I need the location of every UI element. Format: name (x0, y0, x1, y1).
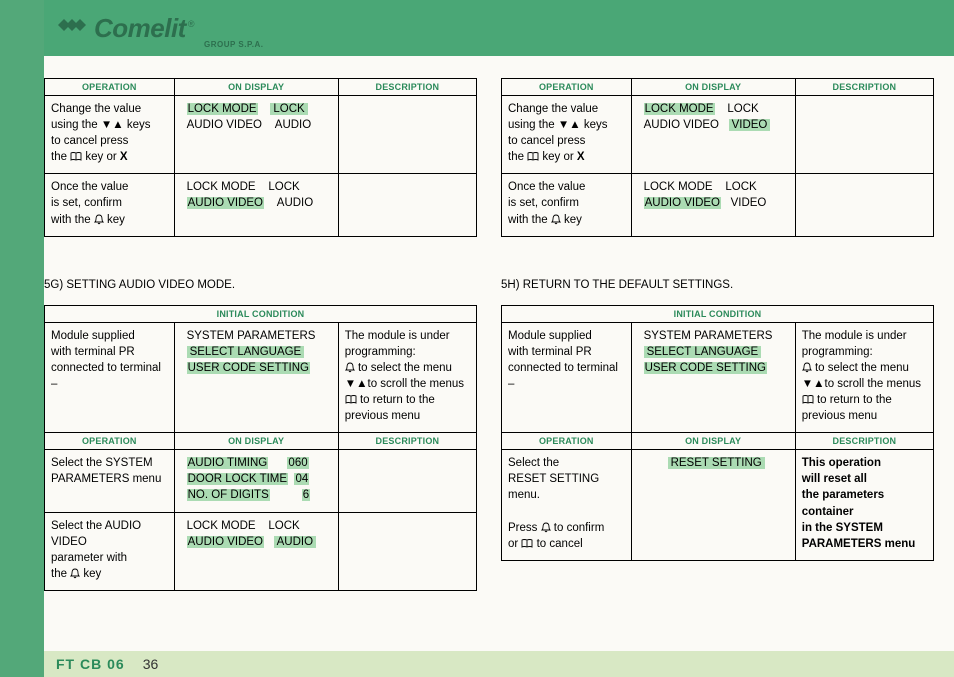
cell-display: SYSTEM PARAMETERS SELECT LANGUAGE USER C… (631, 322, 795, 433)
bell-icon (541, 522, 551, 533)
footer-code: FT CB 06 (44, 656, 125, 672)
bell-icon (70, 568, 80, 579)
left-column: OPERATION ON DISPLAY DESCRIPTION Change … (44, 78, 477, 627)
table-row: Module supplied with terminal PR connect… (45, 322, 477, 433)
brand-sub: GROUP S.P.A. (204, 40, 264, 49)
cell-description: This operation will reset all the parame… (795, 450, 933, 561)
table-row: Once the value is set, confirm with the … (45, 174, 477, 236)
cell-description (795, 174, 933, 236)
x-key: X (120, 151, 128, 163)
cell-description (338, 174, 476, 236)
bell-icon (94, 214, 104, 225)
footer-bar: FT CB 06 36 (44, 651, 954, 677)
cell-operation: Change the value using the ▼▲ keys to ca… (502, 96, 632, 174)
table-row: Select the AUDIO VIDEO parameter with th… (45, 512, 477, 590)
th-operation: OPERATION (45, 79, 175, 96)
cell-operation: Select the RESET SETTING menu. Press to … (502, 450, 632, 561)
down-up-icon: ▼▲ (101, 119, 124, 131)
bell-icon (551, 214, 561, 225)
th-on-display: ON DISPLAY (174, 79, 338, 96)
th-operation: OPERATION (502, 433, 632, 450)
cell-display: LOCK MODE LOCK AUDIO VIDEO AUDIO (174, 96, 338, 174)
th-description: DESCRIPTION (795, 433, 933, 450)
down-up-icon: ▼▲ (802, 378, 825, 390)
th-description: DESCRIPTION (338, 433, 476, 450)
bell-icon (345, 362, 355, 373)
header-bar: Comelit ® GROUP S.P.A. (44, 0, 954, 56)
cell-description (338, 512, 476, 590)
section-5g-table: INITIAL CONDITION Module supplied with t… (44, 305, 477, 591)
logo-mark-icon (58, 13, 92, 37)
table-row: Select the RESET SETTING menu. Press to … (502, 450, 934, 561)
book-icon (521, 539, 533, 549)
section-5g-title: 5G) SETTING AUDIO VIDEO MODE. (44, 279, 477, 291)
cell-display: AUDIO TIMING 060 DOOR LOCK TIME 04 NO. O… (174, 450, 338, 512)
cell-display: SYSTEM PARAMETERS SELECT LANGUAGE USER C… (174, 322, 338, 433)
book-icon (345, 395, 357, 405)
cell-description (795, 96, 933, 174)
cell-operation: Module supplied with terminal PR connect… (45, 322, 175, 433)
cell-display: LOCK MODE LOCK AUDIO VIDEO VIDEO (631, 174, 795, 236)
down-up-icon: ▼▲ (345, 378, 368, 390)
th-initial: INITIAL CONDITION (45, 305, 477, 322)
cell-operation: Module supplied with terminal PR connect… (502, 322, 632, 433)
content-area: OPERATION ON DISPLAY DESCRIPTION Change … (44, 78, 934, 627)
table-row: Select the SYSTEM PARAMETERS menu AUDIO … (45, 450, 477, 512)
table-row: Change the value using the ▼▲ keys to ca… (502, 96, 934, 174)
book-icon (527, 152, 539, 162)
th-on-display: ON DISPLAY (631, 79, 795, 96)
cell-operation: Select the AUDIO VIDEO parameter with th… (45, 512, 175, 590)
th-on-display: ON DISPLAY (631, 433, 795, 450)
cell-display: LOCK MODE LOCK AUDIO VIDEO VIDEO (631, 96, 795, 174)
th-description: DESCRIPTION (795, 79, 933, 96)
top-left-table: OPERATION ON DISPLAY DESCRIPTION Change … (44, 78, 477, 237)
right-column: OPERATION ON DISPLAY DESCRIPTION Change … (501, 78, 934, 627)
cell-operation: Select the SYSTEM PARAMETERS menu (45, 450, 175, 512)
cell-operation: Once the value is set, confirm with the … (45, 174, 175, 236)
th-on-display: ON DISPLAY (174, 433, 338, 450)
cell-description (338, 96, 476, 174)
table-row: Change the value using the ▼▲ keys to ca… (45, 96, 477, 174)
brand-reg: ® (188, 19, 195, 29)
brand-logo: Comelit ® (44, 13, 194, 44)
top-right-table: OPERATION ON DISPLAY DESCRIPTION Change … (501, 78, 934, 237)
table-row: Module supplied with terminal PR connect… (502, 322, 934, 433)
cell-operation: Change the value using the ▼▲ keys to ca… (45, 96, 175, 174)
th-operation: OPERATION (45, 433, 175, 450)
cell-description: The module is under programming: to sele… (795, 322, 933, 433)
book-icon (802, 395, 814, 405)
section-5h-table: INITIAL CONDITION Module supplied with t… (501, 305, 934, 561)
cell-display: RESET SETTING (631, 450, 795, 561)
brand-name: Comelit (94, 13, 186, 44)
cell-operation: Once the value is set, confirm with the … (502, 174, 632, 236)
th-description: DESCRIPTION (338, 79, 476, 96)
left-stripe (0, 0, 44, 677)
cell-display: LOCK MODE LOCK AUDIO VIDEO AUDIO (174, 512, 338, 590)
book-icon (70, 152, 82, 162)
bell-icon (802, 362, 812, 373)
cell-display: LOCK MODE LOCK AUDIO VIDEO AUDIO (174, 174, 338, 236)
x-key: X (577, 151, 585, 163)
footer-page: 36 (143, 656, 159, 672)
cell-description (338, 450, 476, 512)
down-up-icon: ▼▲ (558, 119, 581, 131)
section-5h-title: 5H) RETURN TO THE DEFAULT SETTINGS. (501, 279, 934, 291)
th-initial: INITIAL CONDITION (502, 305, 934, 322)
cell-description: The module is under programming: to sele… (338, 322, 476, 433)
table-row: Once the value is set, confirm with the … (502, 174, 934, 236)
th-operation: OPERATION (502, 79, 632, 96)
